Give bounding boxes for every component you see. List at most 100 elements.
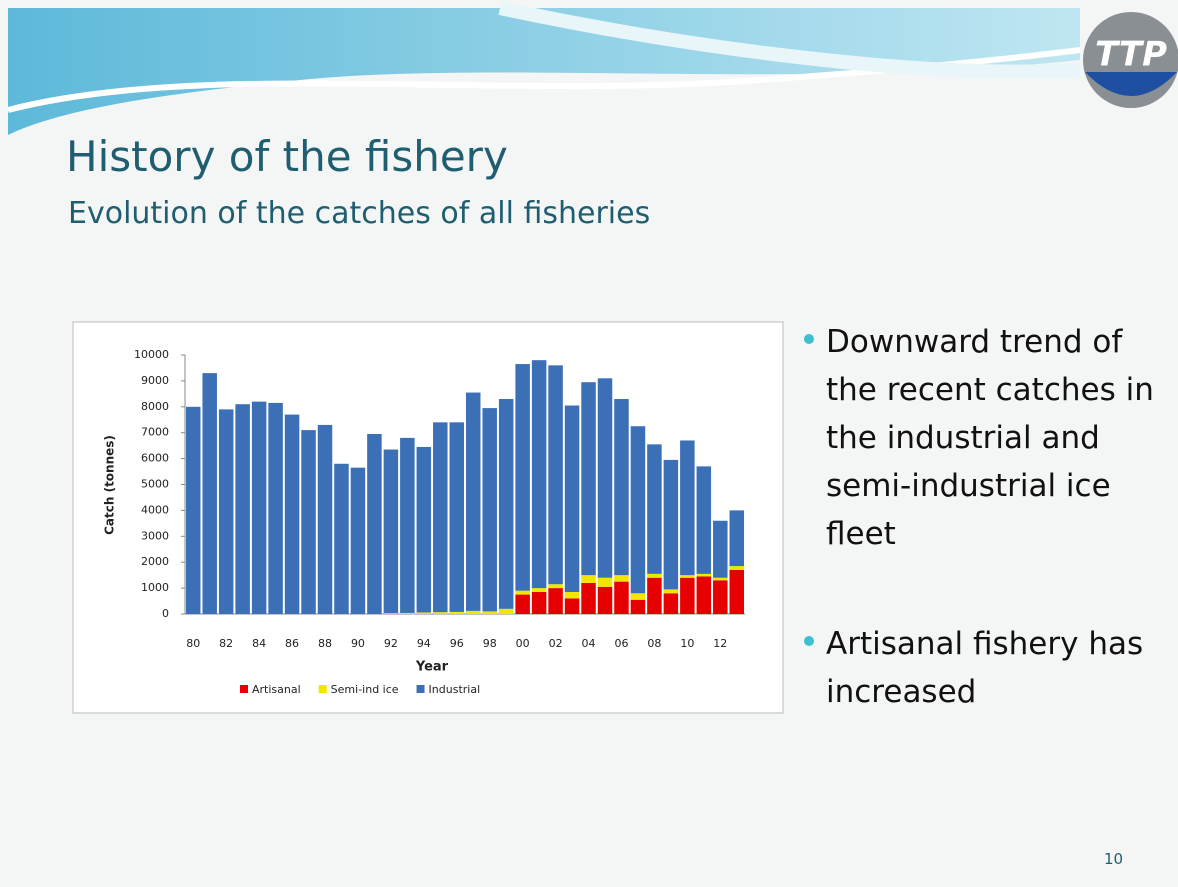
bar-segment [680,577,695,614]
bar-segment [515,590,530,595]
x-tick-label: 98 [483,637,497,650]
x-tick-label: 96 [450,637,464,650]
bar-segment [416,612,432,614]
x-tick-label: 88 [318,637,332,650]
bar-segment [482,611,497,614]
legend-swatch [240,685,248,693]
bar-segment [334,463,349,614]
bar-segment [663,593,679,614]
x-tick-label: 02 [549,637,563,650]
bar-segment [548,584,563,589]
bar-segment [548,365,563,585]
bar-segment [531,591,547,614]
bar-segment [400,612,415,614]
bar-segment [564,591,580,599]
bar-segment [696,573,712,577]
bar-segment [449,611,465,614]
bar-segment [548,588,563,614]
bar-segment [581,575,596,583]
bar-segment [317,424,333,614]
y-tick-label: 4000 [141,503,169,516]
x-tick-label: 80 [186,637,200,650]
bar-segment [614,575,629,582]
bar-segment [449,422,465,612]
bar-segment [185,406,201,614]
y-tick-label: 7000 [141,426,169,439]
bar-segment [630,593,646,600]
header-decoration: TTP [7,1,1178,135]
x-tick-label: 04 [582,637,596,650]
x-tick-label: 94 [417,637,431,650]
bar-segment [268,402,283,614]
bar-segment [680,440,695,576]
x-tick-label: 12 [713,637,727,650]
x-tick-label: 86 [285,637,299,650]
x-tick-label: 84 [252,637,266,650]
bar-segment [400,437,415,613]
bar-segment [235,404,250,614]
page-number: 10 [1104,850,1124,868]
legend-swatch [416,685,425,693]
slide-title: History of the fishery [66,132,508,181]
bar-segment [729,566,745,570]
y-tick-label: 1000 [141,581,169,594]
y-tick-label: 5000 [141,478,169,491]
y-tick-label: 9000 [141,374,169,387]
bar-segment [680,575,695,578]
bar-segment [614,581,629,614]
bar-segment [433,612,448,614]
bar-segment [581,582,596,614]
slide-subtitle: Evolution of the catches of all fisherie… [68,196,651,231]
bar-segment [597,586,613,614]
x-tick-label: 92 [384,637,398,650]
bar-segment [614,399,629,576]
bar-segment [433,422,448,613]
bar-segment [498,608,514,614]
bar-segment [663,459,679,590]
bar-segment [713,577,728,581]
bar-segment [367,433,382,614]
bullet: Artisanal fishery has increased [804,620,1166,716]
bullet: Downward trend of the recent catches in … [804,318,1166,558]
x-tick-label: 08 [647,637,661,650]
chart: Year Catch (tonnes) 0 1000 2000 3000 4000 500… [72,321,784,714]
legend-label: Industrial [429,683,481,696]
y-tick-label: 2000 [141,555,169,568]
x-axis-title: Year [415,660,449,675]
bar-segment [597,378,613,578]
bar-segment [647,573,662,578]
bar-segment [251,401,267,614]
bar-segment [729,510,745,567]
y-tick-label: 3000 [141,529,169,542]
bar-segment [383,613,399,614]
bar-segment [531,360,547,589]
bar-segment [630,599,646,614]
bar-segment [350,467,366,614]
bar-segment [597,577,613,587]
bar-segment [729,569,745,614]
legend-swatch [318,685,327,693]
x-tick-label: 06 [614,637,628,650]
bar-segment [218,409,234,614]
x-tick-label: 10 [680,637,694,650]
bar-segment [202,373,217,614]
bar-segment [713,520,728,578]
bar-segment [647,444,662,574]
bar-segment [564,598,580,614]
y-tick-label: 6000 [141,452,169,465]
bar-segment [647,577,662,614]
bar-segment [630,426,646,594]
bar-segment [465,392,481,611]
bar-segment [663,589,679,594]
bar-segment [301,430,316,614]
y-axis-title: Catch (tonnes) [103,435,117,535]
bar-segment [696,576,712,614]
bar-segment [465,610,481,614]
x-tick-label: 90 [351,637,365,650]
bar-segment [515,364,530,591]
y-tick-label: 10000 [134,348,169,361]
y-tick-label: 0 [162,607,169,620]
bar-segment [713,580,728,614]
x-tick-label: 82 [219,637,233,650]
